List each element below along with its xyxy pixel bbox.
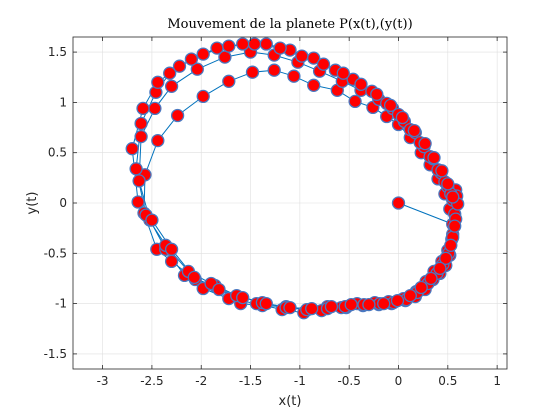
y-tick-label: -0.5: [44, 246, 67, 260]
data-point: [132, 174, 146, 188]
data-point: [287, 69, 301, 83]
y-tick-label: -1.5: [44, 347, 67, 361]
data-point: [222, 39, 236, 53]
data-point: [210, 41, 224, 55]
data-point: [344, 297, 358, 312]
y-tick-label: 0: [59, 196, 67, 210]
x-axis-label: x(t): [279, 394, 302, 409]
data-point: [354, 77, 368, 91]
data-point: [247, 37, 262, 51]
data-point: [212, 282, 226, 297]
x-tick-label: -2.5: [140, 374, 163, 388]
data-point: [307, 78, 321, 92]
data-point: [131, 195, 145, 209]
data-point: [134, 116, 148, 131]
data-point: [129, 162, 143, 176]
data-point: [196, 47, 210, 61]
data-point: [259, 296, 273, 311]
data-point: [446, 190, 460, 204]
data-point: [145, 213, 159, 227]
data-point: [390, 293, 405, 308]
data-point: [190, 62, 204, 76]
x-tick-label: 0: [395, 374, 403, 388]
data-point: [362, 297, 376, 312]
series-layer: [125, 37, 465, 320]
data-point: [259, 37, 273, 51]
data-point: [295, 49, 309, 63]
data-point: [148, 101, 162, 116]
data-point: [370, 87, 384, 101]
y-tick-label: 0.5: [48, 146, 67, 160]
data-point: [236, 290, 250, 305]
x-tick-label: -3: [97, 374, 109, 388]
data-point: [170, 108, 185, 123]
data-point: [245, 65, 260, 79]
data-point: [348, 94, 362, 109]
data-point: [427, 151, 441, 165]
data-point: [433, 261, 447, 276]
x-tick-label: 0.5: [438, 374, 457, 388]
data-point: [164, 254, 179, 269]
y-axis-label: y(t): [25, 192, 40, 215]
data-point: [444, 238, 458, 252]
ticks: -3 -2.5 -2 -1.5 -1 -0.5 0 0.5 1 -1.5 -1 -0.5 0 0.5 1 1.…: [44, 37, 507, 388]
chart-title: Mouvement de la planete P(x(t),(y(t)): [167, 17, 412, 32]
data-point: [403, 288, 417, 303]
x-tick-label: -0.5: [337, 374, 360, 388]
data-point: [236, 37, 250, 51]
data-point: [163, 66, 177, 80]
data-point: [414, 280, 428, 295]
data-point: [222, 74, 236, 88]
data-point: [435, 164, 449, 178]
data-point: [305, 301, 319, 316]
x-tick-label: -2: [195, 374, 207, 388]
data-point: [324, 299, 339, 314]
data-point: [136, 101, 150, 116]
data-point: [187, 270, 201, 285]
data-point: [395, 110, 410, 125]
y-tick-label: 1.5: [48, 45, 67, 59]
data-point: [316, 57, 331, 71]
data-point: [377, 296, 391, 311]
data-point: [134, 129, 148, 144]
data-point: [164, 79, 179, 93]
x-tick-label: -1.5: [239, 374, 262, 388]
data-point: [424, 271, 438, 286]
data-point: [439, 251, 453, 265]
data-point: [283, 300, 297, 315]
data-point: [172, 59, 187, 73]
data-point: [196, 89, 210, 104]
data-point: [151, 133, 165, 148]
data-point: [418, 136, 432, 151]
x-tick-label: -1: [294, 374, 306, 388]
data-point: [336, 66, 350, 80]
data-point: [151, 75, 165, 89]
data-point: [184, 52, 199, 66]
data-point: [164, 242, 179, 256]
data-point: [273, 41, 287, 55]
data-point: [448, 219, 462, 233]
data-point: [407, 123, 421, 138]
y-tick-label: 1: [59, 95, 67, 109]
data-point: [441, 177, 455, 191]
series-4-markers: [125, 37, 465, 316]
x-tick-label: 1: [493, 374, 501, 388]
data-point: [383, 98, 398, 113]
data-point: [267, 63, 281, 77]
data-point: [125, 142, 139, 156]
y-tick-label: -1: [55, 297, 67, 311]
data-point: [391, 196, 406, 210]
